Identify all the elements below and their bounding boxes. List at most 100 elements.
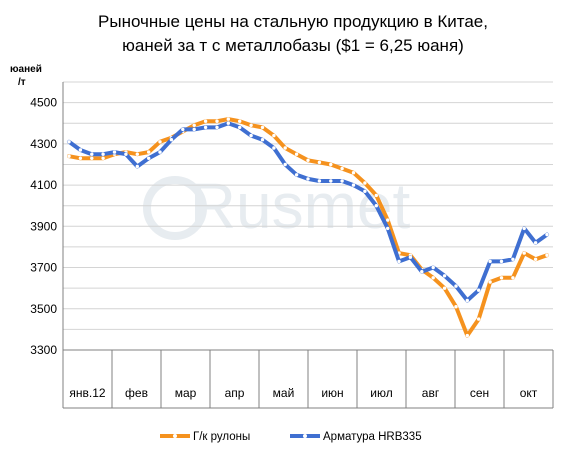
x-tick-label-7: авг — [422, 386, 440, 400]
series-0-point-42 — [545, 253, 549, 257]
series-1-point-15 — [238, 125, 242, 130]
series-1-point-0 — [67, 140, 71, 144]
series-1-point-12 — [203, 125, 208, 130]
watermark-logo-icon — [143, 176, 207, 240]
series-1-point-4 — [112, 150, 117, 154]
series-1-point-8 — [158, 150, 162, 154]
chart-subtitle: юаней за т с металлобазы ($1 = 6,25 юаня… — [122, 36, 464, 55]
series-1-point-5 — [124, 152, 128, 156]
x-tick-label-2: мар — [175, 386, 197, 400]
series-0-point-41 — [533, 257, 538, 261]
series-1-point-17 — [260, 138, 265, 142]
series-0-point-36 — [477, 317, 481, 321]
series-1-point-6 — [135, 164, 139, 169]
series-0-point-19 — [283, 146, 287, 150]
series-1-point-14 — [226, 121, 230, 125]
series-0-point-7 — [147, 150, 151, 154]
y-tick-label-4500: 4500 — [30, 96, 57, 110]
series-0-point-27 — [374, 193, 378, 198]
series-1-point-18 — [272, 146, 276, 150]
series-0-point-25 — [351, 171, 356, 175]
series-0-point-40 — [522, 251, 526, 255]
legend-label-rebar: Арматура HRB335 — [323, 431, 422, 443]
x-tick-label-6: июл — [370, 386, 392, 400]
series-1-point-30 — [408, 255, 413, 259]
series-1-point-19 — [283, 162, 287, 167]
series-1-point-26 — [363, 189, 367, 193]
series-0-point-39 — [511, 276, 515, 280]
series-0-point-13 — [215, 119, 219, 123]
series-1-point-35 — [465, 298, 469, 303]
series-0-point-11 — [192, 123, 196, 128]
x-tick-label-3: апр — [225, 386, 245, 400]
legend-marker-hot-rolled-coil — [173, 434, 177, 438]
series-0-point-35 — [465, 333, 469, 338]
legend-item-hot-rolled-coil: Г/к рулоны — [160, 431, 250, 443]
y-tick-label-3500: 3500 — [30, 302, 57, 316]
series-1-point-28 — [386, 226, 390, 231]
x-tick-label-0: янв.12 — [69, 386, 106, 400]
series-1-point-24 — [340, 179, 344, 183]
series-1-point-1 — [78, 148, 83, 152]
y-axis-unit-line2: /т — [18, 77, 26, 88]
series-1-point-11 — [192, 127, 196, 132]
series-1-point-13 — [215, 125, 219, 130]
x-tick-labels: янв.12 фев мар апр май июн июл авг сен окт — [69, 386, 537, 400]
series-1-point-41 — [533, 241, 538, 245]
series-1-point-7 — [147, 156, 151, 160]
series-1-point-42 — [545, 232, 549, 237]
series-0-point-6 — [135, 152, 139, 156]
series-0-point-18 — [272, 133, 276, 138]
x-tick-label-4: май — [273, 386, 295, 400]
legend-item-rebar: Арматура HRB335 — [290, 431, 422, 443]
series-1-point-2 — [90, 152, 94, 156]
x-tick-label-5: июн — [321, 386, 343, 400]
series-0-point-24 — [340, 166, 344, 171]
series-1-point-40 — [522, 226, 526, 231]
series-0-point-8 — [158, 140, 162, 144]
y-tick-label-3900: 3900 — [30, 219, 57, 233]
series-0-point-33 — [442, 286, 447, 290]
series-0-point-1 — [78, 156, 83, 160]
series-1-point-9 — [169, 138, 174, 142]
series-1-point-31 — [420, 270, 424, 274]
series-0-point-38 — [499, 276, 504, 280]
series-0-point-34 — [454, 305, 458, 309]
series-0-point-20 — [294, 152, 299, 156]
x-tick-label-1: фев — [125, 386, 148, 400]
series-0-point-14 — [226, 117, 230, 121]
legend: Г/к рулоны Арматура HRB335 — [160, 431, 422, 443]
series-0-point-23 — [329, 162, 333, 167]
series-1-point-33 — [442, 274, 447, 278]
series-0-point-2 — [90, 156, 94, 160]
series-1-point-37 — [488, 259, 492, 264]
series-0-point-26 — [363, 181, 367, 185]
series-0-point-0 — [67, 154, 71, 158]
series-0-point-16 — [249, 123, 253, 128]
series-1-point-20 — [294, 173, 299, 177]
series-0-point-37 — [488, 280, 492, 284]
series-1-point-39 — [511, 257, 515, 261]
series-1-point-38 — [499, 259, 504, 264]
y-tick-label-3300: 3300 — [30, 343, 57, 357]
series-1-point-34 — [454, 284, 458, 288]
series-1-point-32 — [431, 265, 435, 270]
series-0-point-3 — [101, 156, 105, 160]
series-1-point-29 — [397, 259, 401, 264]
series-1-point-36 — [477, 288, 481, 292]
series-0-point-21 — [306, 158, 310, 162]
series-1-point-21 — [306, 177, 310, 181]
series-1-point-25 — [351, 183, 356, 187]
series-0-point-17 — [260, 125, 265, 130]
y-tick-labels: 3300 3500 3700 3900 4100 4300 4500 — [30, 96, 57, 357]
series-0-point-32 — [431, 276, 435, 280]
series-1-point-16 — [249, 133, 253, 138]
series-0-point-12 — [203, 119, 208, 123]
series-1-point-27 — [374, 204, 378, 208]
series-1-point-22 — [317, 179, 322, 183]
series-1-point-3 — [101, 152, 105, 156]
x-tick-label-8: сен — [470, 386, 489, 400]
y-tick-label-3700: 3700 — [30, 261, 57, 275]
